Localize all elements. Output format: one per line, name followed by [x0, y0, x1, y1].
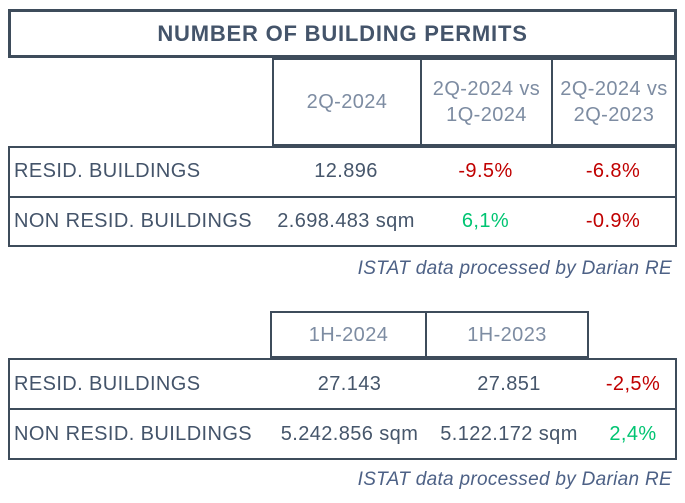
value-vs-2q2023: -0.9%	[585, 209, 641, 232]
table2-header-row: 1H-2024 1H-2023	[270, 311, 589, 358]
table2-column-header-1h2024: 1H-2024	[308, 323, 389, 346]
table1-column-header-vs-2q2023: 2Q-2024 vs 2Q-2023	[551, 60, 675, 144]
table-row-resid-buildings: RESID. BUILDINGS 12.896 -9.5% -6.8%	[10, 148, 675, 196]
row-label: RESID. BUILDINGS	[14, 160, 201, 183]
table1-column-header-2q2024: 2Q-2024	[306, 91, 388, 113]
table2-body: RESID. BUILDINGS 27.143 27.851 -2,5% NON…	[8, 358, 677, 460]
table2-source-note: ISTAT data processed by Darian RE	[357, 469, 672, 490]
value-1h2023: 27.851	[477, 372, 541, 395]
row-label: NON RESID. BUILDINGS	[14, 209, 253, 232]
row-label: NON RESID. BUILDINGS	[14, 422, 253, 445]
value-2q2024: 12.896	[314, 160, 378, 183]
value-change: 2,4%	[609, 422, 657, 445]
value-1h2024: 5.242.856 sqm	[280, 422, 419, 445]
table1-header-row: 2Q-2024 2Q-2024 vs 1Q-2024 2Q-2024 vs 2Q…	[272, 58, 677, 146]
title-box: NUMBER OF BUILDING PERMITS	[8, 9, 677, 58]
table1-column-header-vs-1q2024: 2Q-2024 vs 1Q-2024	[420, 60, 551, 144]
table-row-non-resid-buildings: NON RESID. BUILDINGS 2.698.483 sqm 6,1% …	[10, 195, 675, 246]
value-2q2024: 2.698.483 sqm	[277, 209, 415, 232]
value-1h2024: 27.143	[317, 372, 382, 395]
table-row-non-resid-buildings: NON RESID. BUILDINGS 5.242.856 sqm 5.122…	[10, 408, 675, 458]
value-vs-1q2024: -9.5%	[458, 160, 513, 183]
row-label: RESID. BUILDINGS	[14, 372, 201, 395]
value-vs-2q2023: -6.8%	[585, 160, 641, 183]
page-title: NUMBER OF BUILDING PERMITS	[157, 20, 528, 46]
table1-source-note: ISTAT data processed by Darian RE	[357, 258, 672, 279]
table2-column-header-1h2023: 1H-2023	[425, 313, 587, 356]
value-vs-1q2024: 6,1%	[461, 209, 510, 232]
value-change: -2,5%	[605, 372, 661, 395]
table1-body: RESID. BUILDINGS 12.896 -9.5% -6.8% NON …	[8, 146, 677, 247]
table-row-resid-buildings: RESID. BUILDINGS 27.143 27.851 -2,5%	[10, 360, 675, 408]
value-1h2023: 5.122.172 sqm	[440, 422, 578, 445]
